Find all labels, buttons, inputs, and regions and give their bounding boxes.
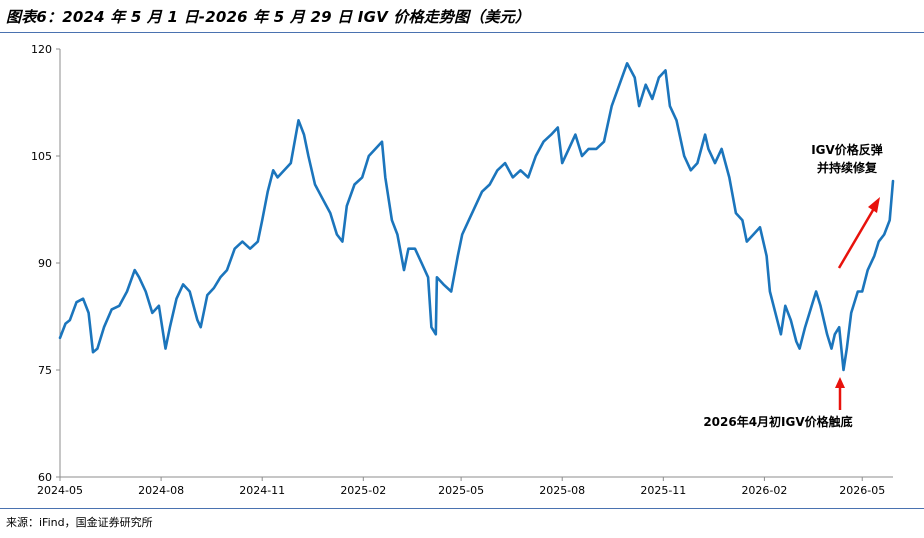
igv-price-line (58, 61, 895, 372)
x-tick-label: 2024-11 (239, 484, 285, 497)
rebound-arrowhead-icon (868, 197, 880, 213)
y-tick-label: 60 (38, 471, 52, 484)
x-tick-label: 2024-08 (138, 484, 184, 497)
title-rule (0, 32, 924, 33)
y-tick-label: 75 (38, 364, 52, 377)
y-tick-label: 105 (31, 150, 52, 163)
chart-axes (56, 48, 893, 481)
chart-annotations: IGV价格反弹 并持续修复 2026年4月初IGV价格触底 (703, 142, 882, 429)
annotation-rebound-line2: 并持续修复 (817, 160, 878, 175)
y-tick-label: 90 (38, 257, 52, 270)
x-tick-label: 2025-02 (340, 484, 386, 497)
x-tick-label: 2024-05 (37, 484, 83, 497)
chart-series (58, 61, 895, 372)
x-tick-label: 2025-08 (539, 484, 585, 497)
igv-price-chart: 60 75 90 105 120 2024-05 2024-08 2024-11 2025-02… (31, 43, 895, 497)
source-note: 来源：iFind，国金证券研究所 (6, 516, 153, 529)
source-rule (0, 508, 924, 509)
annotation-rebound-line1: IGV价格反弹 (811, 142, 883, 157)
chart-tick-labels: 60 75 90 105 120 2024-05 2024-08 2024-11 2025-02… (31, 43, 885, 497)
annotation-bottom: 2026年4月初IGV价格触底 (703, 414, 852, 429)
x-tick-label: 2026-05 (839, 484, 885, 497)
y-tick-label: 120 (31, 43, 52, 56)
chart-title: 图表6：2024 年 5 月 1 日-2026 年 5 月 29 日 IGV 价… (6, 8, 531, 26)
x-tick-label: 2026-02 (741, 484, 787, 497)
x-tick-label: 2025-11 (640, 484, 686, 497)
rebound-arrow (837, 204, 878, 269)
x-tick-label: 2025-05 (438, 484, 484, 497)
bottom-arrowhead-icon (835, 377, 845, 388)
